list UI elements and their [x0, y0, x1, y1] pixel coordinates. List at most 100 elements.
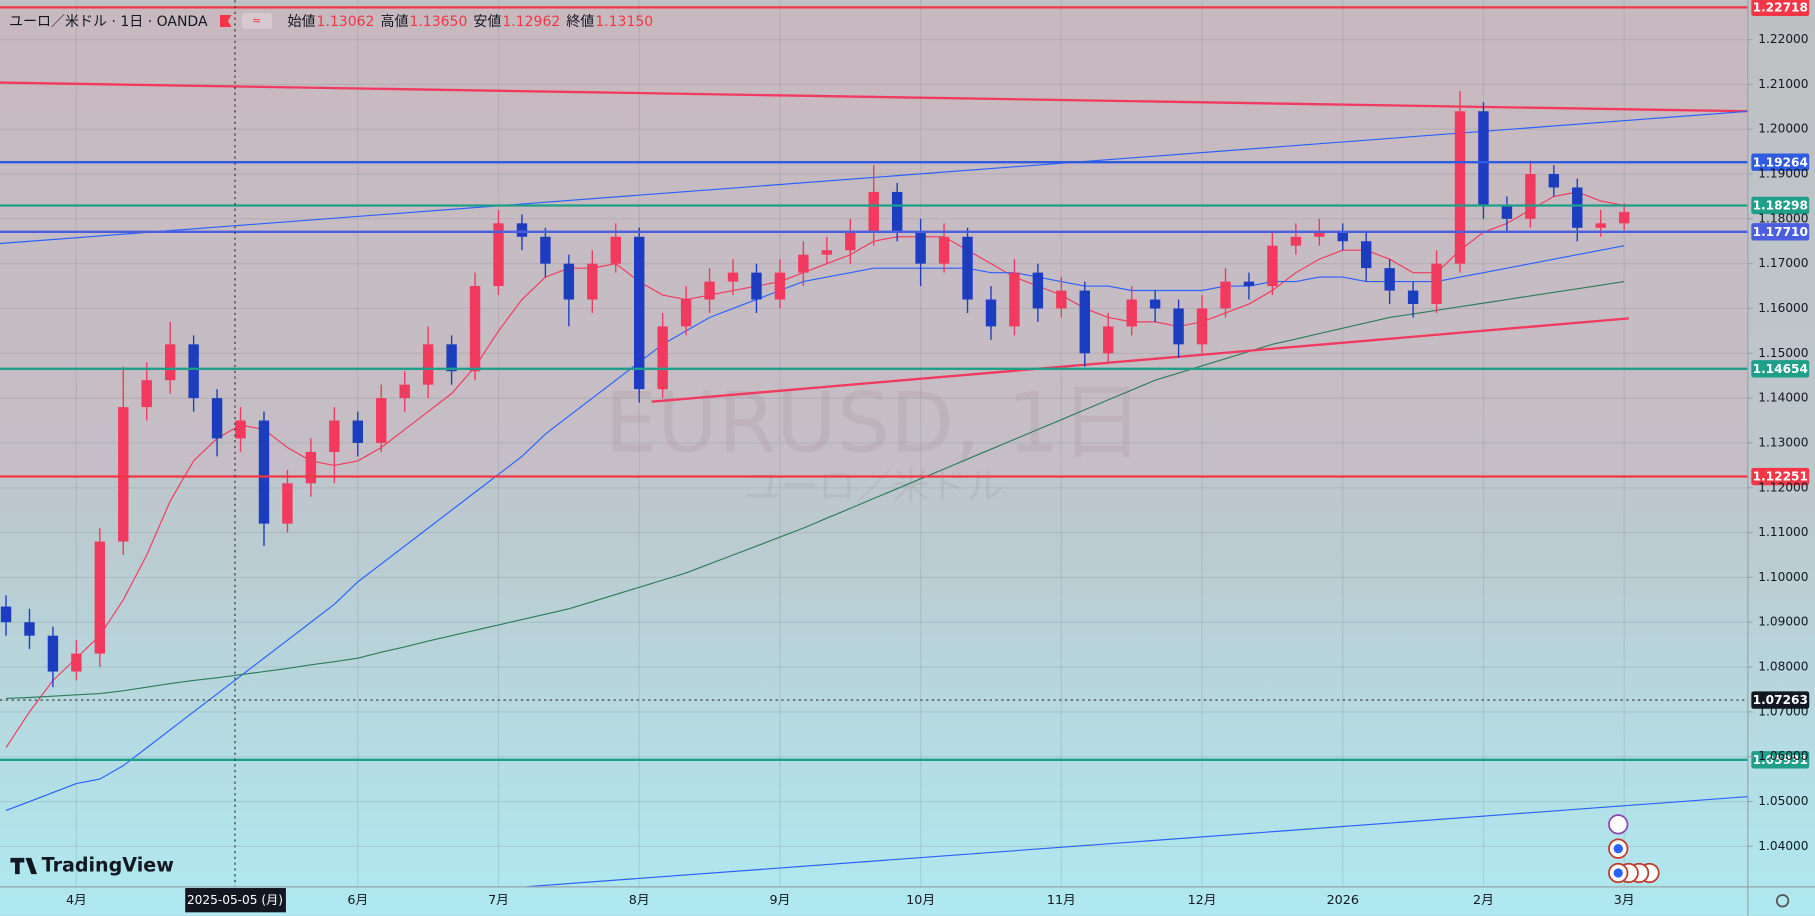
candle-body	[774, 272, 786, 300]
candle-body	[962, 236, 973, 300]
candle-body	[118, 407, 129, 542]
candle-body	[704, 281, 715, 300]
y-tick-label: 1.15000	[1758, 346, 1808, 360]
candle-body	[1618, 212, 1630, 224]
candle-body	[211, 398, 223, 439]
candle-body	[352, 420, 363, 443]
candle-body	[94, 541, 106, 654]
logo-mark	[10, 857, 38, 875]
watermark-title: EURUSD, 1日	[604, 374, 1143, 471]
price-level-box	[1751, 153, 1810, 171]
trend-line	[526, 796, 1749, 888]
ohlc-values: 始値1.13062 高値1.13650 安値1.12962 終値1.13150	[282, 11, 654, 31]
candle-body	[71, 653, 82, 672]
x-tick-label: 11月	[1047, 893, 1076, 908]
ohlc-value: 1.13062	[316, 14, 375, 30]
candle-body	[657, 326, 668, 390]
candle-body	[0, 606, 12, 623]
moving-average	[5, 245, 1625, 812]
candle-body	[1454, 111, 1466, 264]
y-tick-label: 1.08000	[1758, 660, 1808, 674]
candle-body	[1220, 281, 1231, 309]
ohlc-label: 始値	[287, 14, 316, 30]
event-icon-dot	[1613, 868, 1623, 878]
trend-line	[0, 81, 1749, 113]
y-tick-label: 1.20000	[1758, 122, 1808, 136]
candle-body	[1407, 290, 1419, 305]
candle-body	[1431, 263, 1442, 305]
y-tick-label: 1.12000	[1758, 480, 1808, 494]
x-tick-label: 9月	[770, 893, 791, 908]
indicator-toggle[interactable]: ≈	[241, 13, 272, 29]
candle-body	[1056, 290, 1067, 309]
candle-body	[821, 250, 833, 255]
price-level-label: 1.22718	[1753, 0, 1808, 14]
candle-body	[1384, 268, 1395, 291]
candle-body	[1126, 299, 1137, 327]
price-level-label: 1.18298	[1753, 199, 1808, 213]
y-tick-label: 1.14000	[1758, 391, 1808, 405]
moving-average	[5, 191, 1625, 749]
y-tick-label: 1.16000	[1758, 301, 1808, 315]
x-tick-label: 3月	[1614, 893, 1635, 908]
candle-body	[798, 254, 809, 273]
candle-body	[188, 344, 199, 399]
candle-body	[1290, 236, 1302, 246]
price-level-box	[1751, 467, 1810, 486]
candle-body	[938, 236, 950, 264]
candle-body	[399, 384, 410, 399]
candle-body	[1501, 205, 1513, 219]
candle-body	[1478, 111, 1489, 206]
flag-icon[interactable]	[219, 15, 232, 27]
candle-body	[680, 299, 692, 327]
price-level-box	[1751, 0, 1810, 17]
y-tick-label: 1.09000	[1758, 615, 1808, 629]
ohlc-label: 終値	[566, 14, 595, 30]
y-tick-label: 1.05000	[1758, 794, 1808, 808]
crosshair-time-label: 2025-05-05 (月)	[187, 893, 283, 907]
candle-body	[1243, 281, 1255, 287]
x-tick-label: 7月	[488, 893, 509, 908]
y-tick-label: 1.13000	[1758, 435, 1808, 449]
candle-body	[1267, 245, 1278, 287]
candle-body	[1525, 174, 1536, 219]
candle-body	[1572, 187, 1583, 228]
y-tick-label: 1.17000	[1758, 256, 1808, 270]
candle-body	[1079, 290, 1090, 354]
trend-line	[651, 317, 1629, 403]
event-icon[interactable]	[1608, 814, 1629, 835]
candle-body	[915, 232, 926, 264]
x-tick-label: 4月	[66, 893, 87, 908]
crosshair-price-label: 1.07263	[1753, 693, 1808, 707]
candle-body	[24, 622, 35, 636]
candle-body	[727, 272, 739, 282]
x-tick-label: 2026	[1327, 893, 1359, 908]
legend-header: ユーロ／米ドル · 1日 · OANDA ≈ 始値1.13062 高値1.1365…	[9, 11, 653, 31]
ohlc-label: 安値	[473, 14, 502, 30]
candle-body	[282, 483, 293, 524]
price-level-label: 1.12251	[1753, 470, 1808, 484]
candle-body	[1009, 272, 1020, 327]
ohlc-label: 高値	[380, 14, 409, 30]
candle-body	[1173, 308, 1184, 345]
settings-icon[interactable]	[1775, 894, 1790, 908]
logo-text: TradingView	[42, 854, 174, 877]
price-level-label: 1.14654	[1753, 362, 1808, 376]
price-level-label: 1.17710	[1753, 225, 1808, 239]
candle-body	[1337, 232, 1348, 242]
y-tick-label: 1.06000	[1758, 749, 1808, 763]
y-tick-label: 1.07000	[1758, 704, 1808, 718]
y-tick-label: 1.21000	[1758, 77, 1808, 91]
candle-body	[422, 344, 434, 385]
candle-body	[47, 635, 59, 672]
candle-body	[141, 380, 152, 408]
x-tick-label: 8月	[629, 893, 650, 908]
candle-body	[469, 286, 481, 372]
ohlc-value: 1.13150	[595, 14, 654, 30]
candle-body	[610, 236, 621, 264]
x-tick-label: 12月	[1188, 893, 1217, 908]
candle-body	[891, 191, 903, 233]
